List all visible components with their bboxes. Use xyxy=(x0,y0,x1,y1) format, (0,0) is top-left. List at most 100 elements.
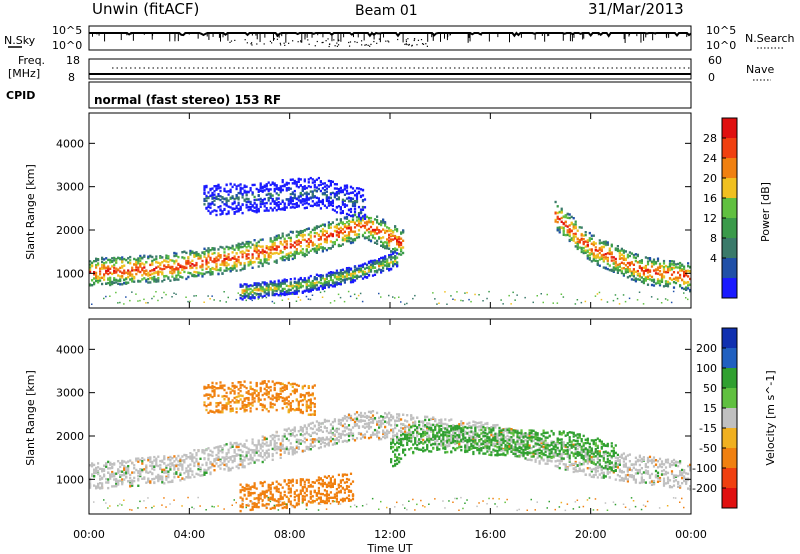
echo-cell xyxy=(107,281,110,285)
echo-cell xyxy=(201,259,204,263)
echo-cell xyxy=(291,192,294,196)
echo-cell xyxy=(185,266,188,269)
echo-cell xyxy=(654,282,658,285)
echo-cell xyxy=(309,176,312,180)
echo-cell xyxy=(129,259,132,262)
echo-cell xyxy=(147,256,150,260)
echo-cell xyxy=(187,469,190,473)
echo-cell xyxy=(283,287,286,291)
echo-cell xyxy=(285,242,288,246)
echo-cell xyxy=(217,197,220,201)
echo-cell xyxy=(95,263,98,267)
echo-cell xyxy=(165,475,168,478)
echo-cell xyxy=(269,237,272,240)
echo-cell xyxy=(217,455,220,458)
echo-cell xyxy=(233,183,236,186)
echo-cell xyxy=(315,287,318,290)
echo-cell xyxy=(217,184,220,187)
echo-cell xyxy=(273,487,276,490)
echo-cell xyxy=(115,479,118,482)
echo-cell xyxy=(167,255,170,259)
echo-cell xyxy=(117,479,120,483)
echo-cell xyxy=(147,273,150,276)
echo-cell xyxy=(261,503,264,506)
echo-cell xyxy=(285,405,288,409)
echo-cell xyxy=(237,198,240,201)
near-range-echo xyxy=(123,303,125,305)
echo-cell xyxy=(209,472,212,476)
echo-cell xyxy=(309,285,312,289)
echo-cell xyxy=(275,394,278,397)
echo-cell xyxy=(670,273,674,276)
near-range-echo xyxy=(287,497,290,499)
echo-cell xyxy=(382,221,385,224)
echo-cell xyxy=(241,250,244,253)
echo-cell xyxy=(373,228,377,232)
echo-cell xyxy=(229,407,232,411)
echo-cell xyxy=(305,253,308,256)
echo-cell xyxy=(584,245,587,248)
near-range-echo xyxy=(400,301,402,303)
echo-cell xyxy=(317,248,320,251)
echo-cell xyxy=(187,476,190,479)
echo-cell xyxy=(279,249,282,253)
echo-cell xyxy=(347,277,351,280)
echo-cell xyxy=(632,278,635,281)
echo-cell xyxy=(183,459,186,462)
echo-cell xyxy=(211,271,214,274)
echo-cell xyxy=(229,410,232,413)
echo-cell xyxy=(283,451,286,454)
echo-cell xyxy=(261,405,264,408)
echo-cell xyxy=(353,238,357,242)
echo-cell xyxy=(179,457,182,460)
echo-cell xyxy=(253,198,256,202)
echo-cell xyxy=(283,386,286,389)
echo-cell xyxy=(277,236,280,240)
echo-cell xyxy=(251,502,254,505)
echo-cell xyxy=(245,197,248,200)
echo-cell xyxy=(376,239,379,243)
echo-cell xyxy=(357,187,361,190)
echo-cell xyxy=(620,247,623,251)
echo-cell xyxy=(145,280,148,283)
echo-cell xyxy=(175,458,178,461)
echo-cell xyxy=(616,269,619,272)
echo-cell xyxy=(564,214,567,217)
search-noise-dot xyxy=(413,38,416,40)
echo-cell xyxy=(259,197,262,201)
echo-cell xyxy=(303,178,306,181)
echo-cell xyxy=(171,269,174,272)
echo-cell xyxy=(275,286,278,289)
echo-cell xyxy=(297,240,300,243)
echo-cell xyxy=(638,278,641,281)
echo-cell xyxy=(279,396,282,399)
echo-cell xyxy=(683,280,686,284)
echo-cell xyxy=(562,233,565,236)
echo-cell xyxy=(195,460,198,463)
echo-cell xyxy=(355,236,359,239)
echo-cell xyxy=(363,275,367,279)
echo-cell xyxy=(233,265,236,269)
echo-cell xyxy=(245,409,248,412)
near-range-echo xyxy=(119,503,121,505)
echo-cell xyxy=(337,277,340,281)
echo-cell xyxy=(380,220,383,223)
near-range-echo xyxy=(267,496,270,499)
echo-cell xyxy=(231,382,234,385)
colorbar-segment xyxy=(722,238,737,259)
echo-cell xyxy=(365,272,369,275)
echo-cell xyxy=(293,196,296,200)
echo-cell xyxy=(371,266,375,269)
echo-cell xyxy=(269,196,272,199)
echo-cell xyxy=(175,260,178,263)
echo-cell xyxy=(317,225,320,228)
echo-cell xyxy=(247,242,250,245)
echo-cell xyxy=(241,488,244,492)
near-range-echo xyxy=(343,300,346,303)
echo-cell xyxy=(327,226,330,229)
echo-cell xyxy=(347,192,351,195)
echo-cell xyxy=(378,263,381,266)
echo-cell xyxy=(271,380,274,383)
echo-cell xyxy=(171,464,174,467)
